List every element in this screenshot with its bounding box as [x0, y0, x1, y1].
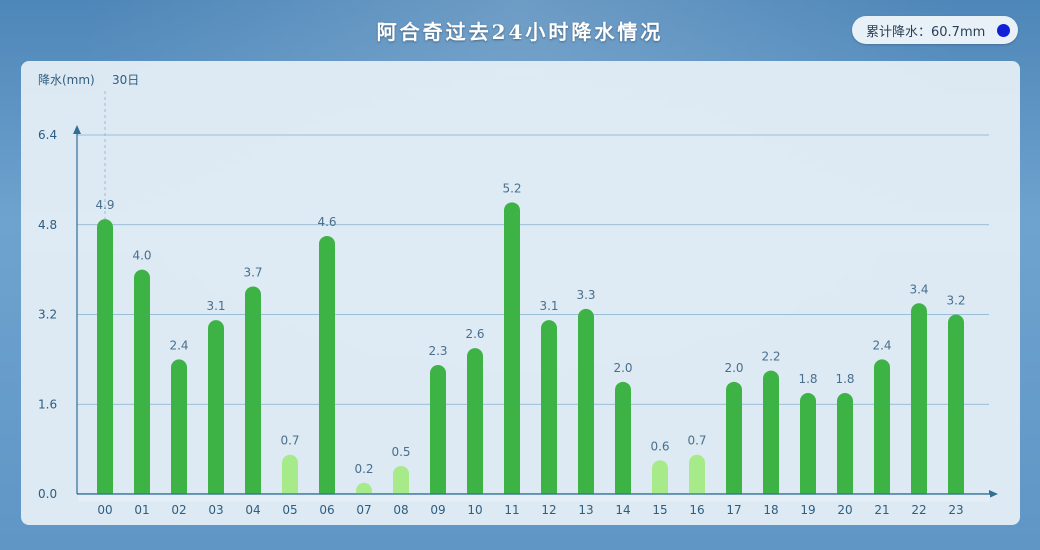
x-tick-label: 00 [97, 503, 112, 517]
bar-value-label: 2.2 [761, 350, 780, 364]
x-tick-label: 23 [948, 503, 963, 517]
x-tick-label: 13 [578, 503, 593, 517]
bar [726, 381, 742, 500]
bar [652, 460, 668, 500]
bar-value-label: 4.0 [132, 249, 151, 263]
chart-title: 阿合奇过去24小时降水情况 [376, 20, 664, 44]
y-tick-label: 6.4 [38, 128, 57, 142]
y-axis-arrow [73, 125, 81, 134]
blue-dot-icon [997, 24, 1010, 37]
bar [800, 393, 816, 500]
y-tick-label: 4.8 [38, 218, 57, 232]
bar-value-label: 0.5 [391, 445, 410, 459]
x-tick-label: 12 [541, 503, 556, 517]
total-precipitation-label: 累计降水：60.7mm [866, 24, 986, 40]
bar-value-label: 3.4 [909, 282, 928, 296]
bar-value-label: 4.9 [95, 198, 114, 212]
bar [948, 314, 964, 500]
x-tick-label: 07 [356, 503, 371, 517]
bar-value-label: 3.1 [539, 299, 558, 313]
bar [689, 454, 705, 500]
date-marker-label: 30日 [112, 73, 139, 87]
bar-value-label: 4.6 [317, 215, 336, 229]
x-tick-label: 18 [763, 503, 778, 517]
x-axis-arrow [989, 490, 998, 498]
bar-value-label: 2.6 [465, 327, 484, 341]
bar-value-label: 0.7 [280, 434, 299, 448]
bar [430, 364, 446, 500]
x-tick-label: 11 [504, 503, 519, 517]
x-tick-label: 09 [430, 503, 445, 517]
x-tick-label: 02 [171, 503, 186, 517]
bar [874, 359, 890, 500]
x-tick-label: 08 [393, 503, 408, 517]
bar [615, 381, 631, 500]
x-tick-label: 06 [319, 503, 334, 517]
bar [319, 235, 335, 500]
bar [97, 219, 113, 500]
bar-chart: 4.9 4.0 2.4 3.1 3.7 0.7 4.6 0.2 0.5 2.3 2.6 5.2 3.1 3… [38, 73, 998, 517]
y-tick-label: 1.6 [38, 397, 57, 411]
bar [837, 393, 853, 500]
bar [578, 308, 594, 500]
bars [77, 202, 991, 502]
bar-value-label: 2.0 [613, 361, 632, 375]
bar [911, 303, 927, 500]
x-tick-label: 05 [282, 503, 297, 517]
x-tick-label: 21 [874, 503, 889, 517]
bar [245, 286, 261, 500]
y-axis-title: 降水(mm) [38, 73, 95, 87]
bar-value-label: 3.2 [946, 294, 965, 308]
x-tick-label: 01 [134, 503, 149, 517]
bar-value-label: 1.8 [798, 372, 817, 386]
x-tick-label: 14 [615, 503, 630, 517]
x-tick-label: 22 [911, 503, 926, 517]
bar-value-label: 0.6 [650, 439, 669, 453]
x-tick-label: 20 [837, 503, 852, 517]
bar [282, 454, 298, 500]
x-tick-label: 03 [208, 503, 223, 517]
bar [467, 348, 483, 500]
y-tick-label: 0.0 [38, 487, 57, 501]
bar-value-label: 5.2 [502, 181, 521, 195]
chart-panel: 4.9 4.0 2.4 3.1 3.7 0.7 4.6 0.2 0.5 2.3 2.6 5.2 3.1 3… [21, 61, 1020, 525]
x-tick-label: 04 [245, 503, 260, 517]
x-tick-label: 19 [800, 503, 815, 517]
y-tick-label: 3.2 [38, 308, 57, 322]
value-labels: 4.9 4.0 2.4 3.1 3.7 0.7 4.6 0.2 0.5 2.3 2.6 5.2 3.1 3… [95, 181, 965, 475]
bar-value-label: 2.3 [428, 344, 447, 358]
bar-value-label: 1.8 [835, 372, 854, 386]
x-tick-label: 16 [689, 503, 704, 517]
tick-labels: 0.0 1.6 3.2 4.8 6.4 降水(mm) 30日 00 01 02 03 04 05 06 07… [38, 73, 964, 517]
bar-value-label: 0.7 [687, 434, 706, 448]
bar-value-label: 2.0 [724, 361, 743, 375]
bar [541, 320, 557, 500]
bar-value-label: 0.2 [354, 462, 373, 476]
total-precipitation-badge: 累计降水：60.7mm [852, 16, 1018, 44]
bar [171, 359, 187, 500]
x-tick-label: 10 [467, 503, 482, 517]
bar-value-label: 2.4 [169, 338, 188, 352]
x-tick-label: 17 [726, 503, 741, 517]
bar [763, 370, 779, 500]
x-tick-label: 15 [652, 503, 667, 517]
baseline-mask [78, 494, 990, 502]
bar-value-label: 3.7 [243, 265, 262, 279]
bar-value-label: 3.3 [576, 288, 595, 302]
bar [134, 269, 150, 500]
bar-value-label: 3.1 [206, 299, 225, 313]
bar [393, 465, 409, 500]
bar [208, 320, 224, 500]
bar-value-label: 2.4 [872, 338, 891, 352]
bar [504, 202, 520, 500]
